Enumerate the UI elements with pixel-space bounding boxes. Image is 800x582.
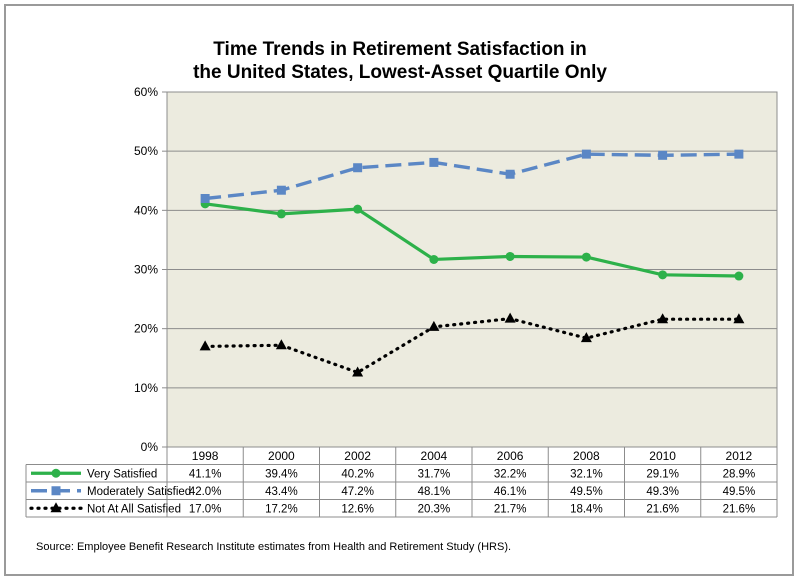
point-not-at-all-satisfied: [352, 366, 364, 377]
legend-label-not-at-all-satisfied: Not At All Satisfied: [87, 503, 181, 515]
point-very-satisfied: [505, 251, 515, 261]
series-line-moderately-satisfied: [204, 152, 739, 201]
x-tick-label: 2004: [421, 449, 448, 463]
legend-marker-very-satisfied: [51, 468, 61, 478]
x-tick-label: 2002: [344, 449, 371, 463]
point-very-satisfied: [276, 209, 286, 219]
point-moderately-satisfied: [200, 194, 210, 203]
data-label-moderately-satisfied: 42.0%: [189, 486, 222, 498]
x-tick-label: 2008: [573, 449, 600, 463]
data-label-very-satisfied: 39.4%: [265, 468, 298, 480]
chart-title: Time Trends in Retirement Satisfaction i…: [0, 38, 800, 84]
data-label-moderately-satisfied: 47.2%: [341, 486, 374, 498]
point-very-satisfied: [734, 271, 744, 281]
data-label-very-satisfied: 28.9%: [723, 468, 756, 480]
legend-marker-not-at-all-satisfied: [50, 502, 62, 513]
data-label-not-at-all-satisfied: 17.0%: [189, 503, 222, 515]
point-moderately-satisfied: [658, 150, 668, 160]
point-not-at-all-satisfied: [580, 332, 592, 343]
x-tick-label: 2000: [268, 449, 295, 463]
data-label-very-satisfied: 32.2%: [494, 468, 527, 480]
chart-title-line-1: Time Trends in Retirement Satisfaction i…: [213, 39, 587, 60]
data-label-moderately-satisfied: 49.5%: [723, 486, 756, 498]
point-moderately-satisfied: [276, 185, 286, 195]
legend-marker-moderately-satisfied: [51, 486, 61, 496]
data-label-not-at-all-satisfied: 21.7%: [494, 503, 527, 515]
y-tick-label: 30%: [134, 263, 158, 277]
data-label-very-satisfied: 40.2%: [341, 468, 374, 480]
data-label-very-satisfied: 32.1%: [570, 468, 603, 480]
point-not-at-all-satisfied: [275, 339, 287, 350]
y-tick-label: 50%: [134, 144, 158, 158]
point-moderately-satisfied: [429, 157, 439, 167]
point-not-at-all-satisfied: [733, 313, 745, 324]
point-very-satisfied: [353, 204, 363, 214]
y-tick-label: 10%: [134, 381, 158, 395]
x-tick-label: 1998: [192, 449, 219, 463]
y-tick-label: 0%: [141, 440, 159, 454]
data-label-not-at-all-satisfied: 21.6%: [723, 503, 756, 515]
point-very-satisfied: [658, 270, 668, 280]
point-very-satisfied: [581, 252, 591, 262]
x-tick-label: 2012: [726, 449, 753, 463]
data-label-not-at-all-satisfied: 17.2%: [265, 503, 298, 515]
data-label-not-at-all-satisfied: 20.3%: [418, 503, 451, 515]
point-moderately-satisfied: [734, 149, 744, 159]
data-label-moderately-satisfied: 49.3%: [646, 486, 679, 498]
legend-label-very-satisfied: Very Satisfied: [87, 468, 157, 480]
data-label-very-satisfied: 31.7%: [418, 468, 451, 480]
x-tick-label: 2010: [649, 449, 676, 463]
data-label-very-satisfied: 29.1%: [646, 468, 679, 480]
point-moderately-satisfied: [581, 149, 591, 159]
point-not-at-all-satisfied: [657, 313, 669, 324]
data-label-not-at-all-satisfied: 18.4%: [570, 503, 603, 515]
data-label-moderately-satisfied: 46.1%: [494, 486, 527, 498]
legend-label-moderately-satisfied: Moderately Satisfied: [87, 486, 191, 498]
y-tick-label: 40%: [134, 203, 158, 217]
data-label-not-at-all-satisfied: 21.6%: [646, 503, 679, 515]
point-moderately-satisfied: [505, 169, 515, 179]
point-moderately-satisfied: [353, 163, 363, 173]
data-label-moderately-satisfied: 49.5%: [570, 486, 603, 498]
series-line-very-satisfied: [204, 202, 739, 278]
source-note: Source: Employee Benefit Research Instit…: [36, 541, 512, 553]
point-not-at-all-satisfied: [199, 340, 211, 351]
point-not-at-all-satisfied: [428, 320, 440, 331]
data-label-not-at-all-satisfied: 12.6%: [341, 503, 374, 515]
chart-title-line-2: the United States, Lowest-Asset Quartile…: [193, 62, 607, 83]
point-very-satisfied: [429, 254, 439, 264]
y-tick-label: 60%: [134, 85, 158, 99]
y-tick-label: 20%: [134, 322, 158, 336]
data-label-very-satisfied: 41.1%: [189, 468, 222, 480]
series-line-not-at-all-satisfied: [203, 317, 741, 375]
data-label-moderately-satisfied: 43.4%: [265, 486, 298, 498]
x-tick-label: 2006: [497, 449, 524, 463]
data-label-moderately-satisfied: 48.1%: [418, 486, 451, 498]
point-not-at-all-satisfied: [504, 312, 516, 323]
